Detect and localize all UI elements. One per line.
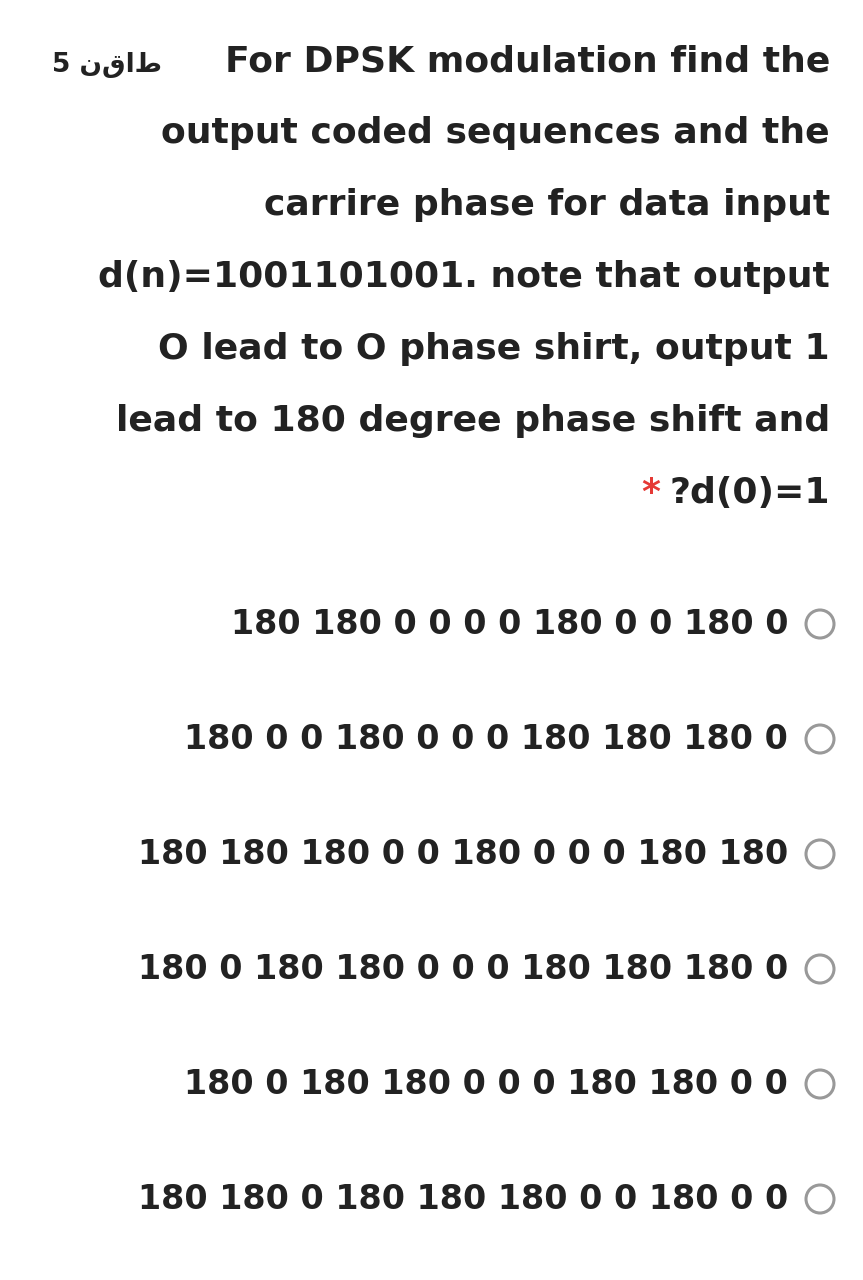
Text: 180 0 0 180 0 0 0 180 180 180 0: 180 0 0 180 0 0 0 180 180 180 0 [184,723,788,756]
Text: 180 180 0 180 180 180 0 0 180 0 0: 180 180 0 180 180 180 0 0 180 0 0 [138,1183,788,1216]
Text: *: * [641,476,660,509]
Text: carrire phase for data input: carrire phase for data input [264,188,830,221]
Text: 180 180 0 0 0 0 180 0 0 180 0: 180 180 0 0 0 0 180 0 0 180 0 [230,608,788,641]
Text: output coded sequences and the: output coded sequences and the [161,116,830,150]
Text: 180 0 180 180 0 0 0 180 180 180 0: 180 0 180 180 0 0 0 180 180 180 0 [138,954,788,986]
Text: 5 نقاط: 5 نقاط [52,52,162,78]
Text: 180 180 180 0 0 180 0 0 0 180 180: 180 180 180 0 0 180 0 0 0 180 180 [138,838,788,870]
Text: d(n)=1001101001. note that output: d(n)=1001101001. note that output [98,260,830,294]
Text: ?d(0)=1: ?d(0)=1 [670,476,830,509]
Text: 180 0 180 180 0 0 0 180 180 0 0: 180 0 180 180 0 0 0 180 180 0 0 [184,1068,788,1101]
Text: For DPSK modulation find the: For DPSK modulation find the [224,44,830,78]
Text: lead to 180 degree phase shift and: lead to 180 degree phase shift and [116,404,830,438]
Text: O lead to O phase shirt, output 1: O lead to O phase shirt, output 1 [159,332,830,366]
